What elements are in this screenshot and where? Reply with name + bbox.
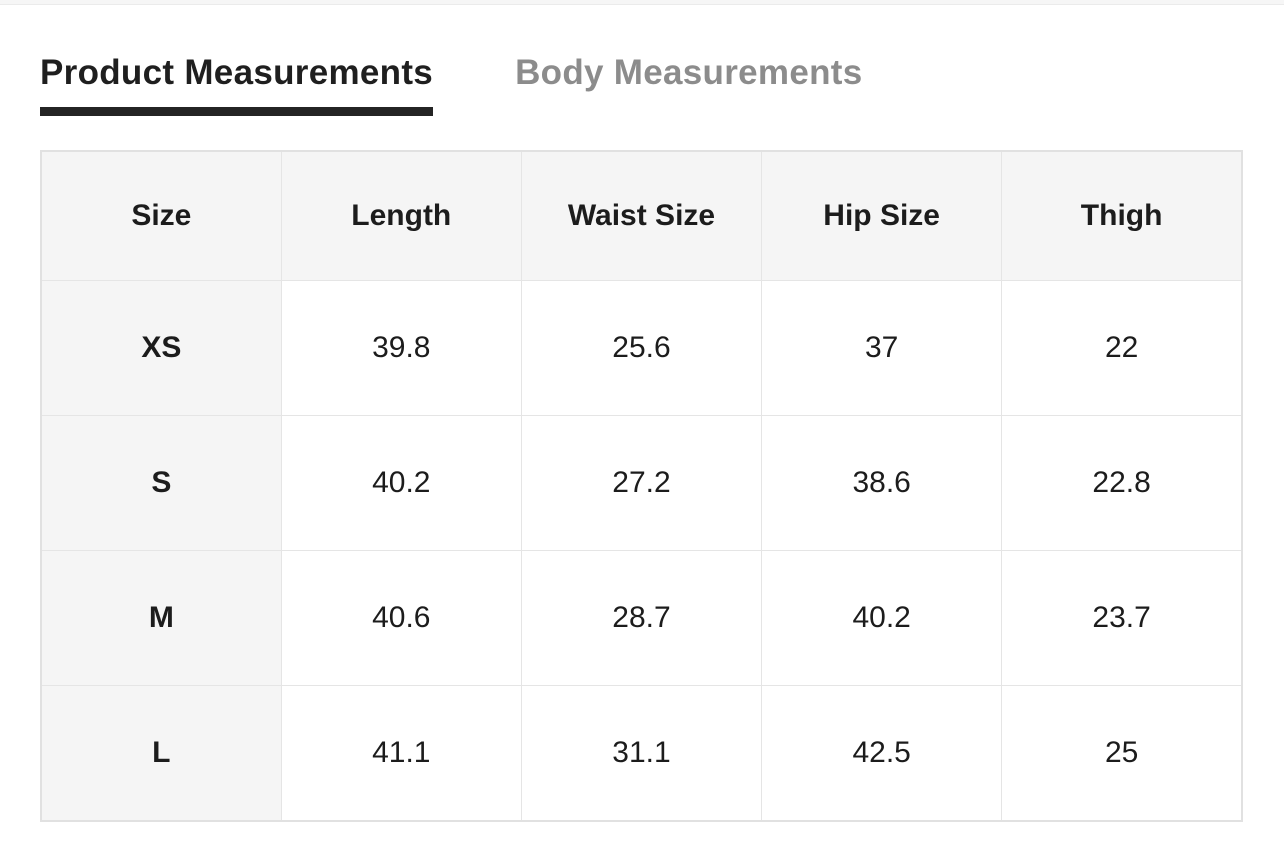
size-guide-content: Product Measurements Body Measurements S… xyxy=(0,55,1284,822)
thigh-cell: 25 xyxy=(1001,685,1243,821)
measurements-table-body: XS 39.8 25.6 37 22 S 40.2 27.2 38.6 22.8… xyxy=(40,280,1243,821)
column-header-size: Size xyxy=(40,150,282,281)
length-cell: 39.8 xyxy=(280,280,522,416)
measurement-tabs: Product Measurements Body Measurements xyxy=(40,55,1244,116)
hip-size-cell: 42.5 xyxy=(761,685,1003,821)
table-row-s: S 40.2 27.2 38.6 22.8 xyxy=(40,415,1243,551)
size-cell: XS xyxy=(40,280,282,416)
thigh-cell: 23.7 xyxy=(1001,550,1243,686)
table-row-m: M 40.6 28.7 40.2 23.7 xyxy=(40,550,1243,686)
measurements-table-header: Size Length Waist Size Hip Size Thigh xyxy=(40,150,1243,281)
column-header-thigh: Thigh xyxy=(1001,150,1243,281)
length-cell: 40.6 xyxy=(280,550,522,686)
waist-size-cell: 28.7 xyxy=(520,550,763,686)
hip-size-cell: 38.6 xyxy=(761,415,1003,551)
measurements-table: Size Length Waist Size Hip Size Thigh XS… xyxy=(40,150,1243,822)
size-cell: S xyxy=(40,415,282,551)
waist-size-cell: 31.1 xyxy=(520,685,763,821)
column-header-waist-size: Waist Size xyxy=(520,150,763,281)
table-row-l: L 41.1 31.1 42.5 25 xyxy=(40,685,1243,821)
header-row: Size Length Waist Size Hip Size Thigh xyxy=(40,150,1243,281)
column-header-length: Length xyxy=(280,150,522,281)
size-cell: M xyxy=(40,550,282,686)
table-row-xs: XS 39.8 25.6 37 22 xyxy=(40,280,1243,416)
thigh-cell: 22 xyxy=(1001,280,1243,416)
thigh-cell: 22.8 xyxy=(1001,415,1243,551)
size-cell: L xyxy=(40,685,282,821)
top-divider xyxy=(0,0,1284,5)
tab-body-measurements[interactable]: Body Measurements xyxy=(515,53,863,92)
length-cell: 41.1 xyxy=(280,685,522,821)
tab-product-measurements[interactable]: Product Measurements xyxy=(40,55,434,116)
column-header-hip-size: Hip Size xyxy=(761,150,1003,281)
hip-size-cell: 40.2 xyxy=(761,550,1003,686)
waist-size-cell: 27.2 xyxy=(520,415,763,551)
waist-size-cell: 25.6 xyxy=(520,280,763,416)
hip-size-cell: 37 xyxy=(761,280,1003,416)
length-cell: 40.2 xyxy=(280,415,522,551)
